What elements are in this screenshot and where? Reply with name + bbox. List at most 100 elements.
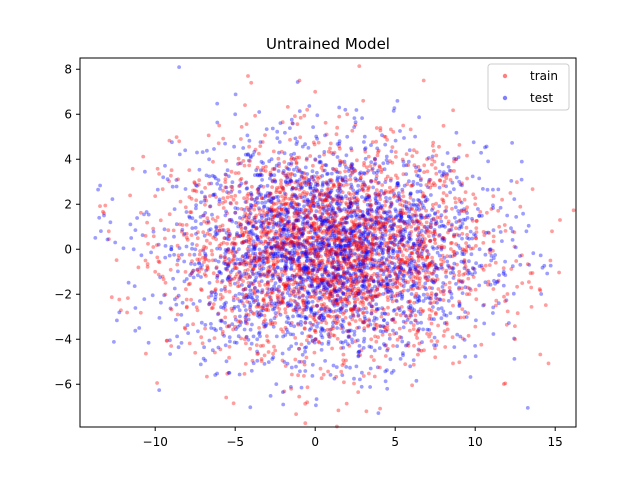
point-train <box>417 286 422 291</box>
point-train <box>338 170 342 175</box>
point-test <box>317 154 322 159</box>
point-test <box>398 218 402 223</box>
point-test <box>362 336 367 341</box>
point-test <box>389 223 393 228</box>
point-train <box>339 369 344 374</box>
point-test <box>462 266 467 271</box>
point-train <box>312 250 317 255</box>
point-train <box>264 164 268 169</box>
point-train <box>474 236 478 240</box>
point-test <box>293 211 297 216</box>
point-test <box>406 300 411 304</box>
point-train <box>302 261 306 266</box>
point-train <box>378 230 383 235</box>
point-train <box>346 299 350 303</box>
point-test <box>133 306 138 310</box>
point-test <box>281 226 286 231</box>
point-train <box>353 252 358 257</box>
point-train <box>304 158 309 162</box>
point-train <box>280 299 285 304</box>
point-test <box>334 289 339 293</box>
point-train <box>244 312 249 316</box>
point-train <box>164 339 169 343</box>
point-train <box>203 256 208 261</box>
point-train <box>265 230 270 235</box>
point-test <box>293 274 297 279</box>
point-test <box>264 217 268 222</box>
point-test <box>339 244 343 249</box>
point-train <box>440 267 445 271</box>
point-test <box>417 295 422 300</box>
point-train <box>189 233 194 238</box>
point-test <box>297 227 302 232</box>
point-train <box>165 338 169 343</box>
point-test <box>241 254 245 258</box>
point-train <box>218 297 223 301</box>
point-train <box>400 157 405 162</box>
point-test <box>398 233 403 238</box>
point-test <box>312 263 316 268</box>
point-test <box>249 368 254 373</box>
point-train <box>445 254 450 259</box>
point-test <box>289 302 293 306</box>
point-test <box>222 255 227 259</box>
point-train <box>435 277 440 282</box>
point-test <box>268 318 273 323</box>
point-train <box>391 216 396 221</box>
point-train <box>315 180 320 185</box>
point-train <box>500 197 504 202</box>
point-train <box>343 230 348 234</box>
point-test <box>245 255 250 260</box>
point-train <box>389 235 393 240</box>
point-train <box>245 197 250 201</box>
point-train <box>368 277 373 282</box>
point-test <box>279 212 283 217</box>
point-train <box>249 221 253 226</box>
point-train <box>194 189 199 194</box>
point-train <box>283 194 288 199</box>
point-test <box>308 199 313 204</box>
point-test <box>410 306 415 311</box>
point-test <box>213 230 218 234</box>
point-train <box>205 265 210 270</box>
point-train <box>416 286 420 291</box>
point-test <box>395 344 399 348</box>
point-test <box>413 226 418 231</box>
point-test <box>282 151 287 156</box>
point-test <box>323 359 327 363</box>
point-train <box>379 268 384 272</box>
point-test <box>473 344 477 348</box>
point-test <box>180 252 184 257</box>
point-train <box>321 287 326 292</box>
point-train <box>312 220 316 225</box>
point-test <box>267 207 272 212</box>
point-test <box>309 306 314 310</box>
point-train <box>311 290 316 295</box>
point-test <box>270 208 274 213</box>
point-train <box>290 372 294 377</box>
point-train <box>293 114 297 118</box>
point-test <box>484 144 489 149</box>
point-test <box>399 213 403 218</box>
point-train <box>441 333 446 338</box>
point-test <box>237 308 242 313</box>
point-test <box>453 215 457 220</box>
point-train <box>422 170 426 175</box>
point-test <box>115 318 119 323</box>
point-train <box>390 317 395 322</box>
point-test <box>491 203 495 208</box>
point-test <box>429 221 433 226</box>
point-test <box>288 178 293 183</box>
point-train <box>335 336 340 341</box>
point-test <box>325 247 329 251</box>
point-train <box>356 257 361 261</box>
point-train <box>295 211 300 216</box>
point-test <box>457 285 461 290</box>
point-test <box>290 273 295 278</box>
point-train <box>392 332 397 336</box>
point-test <box>331 255 335 260</box>
point-train <box>327 296 331 301</box>
point-train <box>169 307 174 312</box>
point-train <box>327 212 332 216</box>
point-test <box>249 261 254 266</box>
